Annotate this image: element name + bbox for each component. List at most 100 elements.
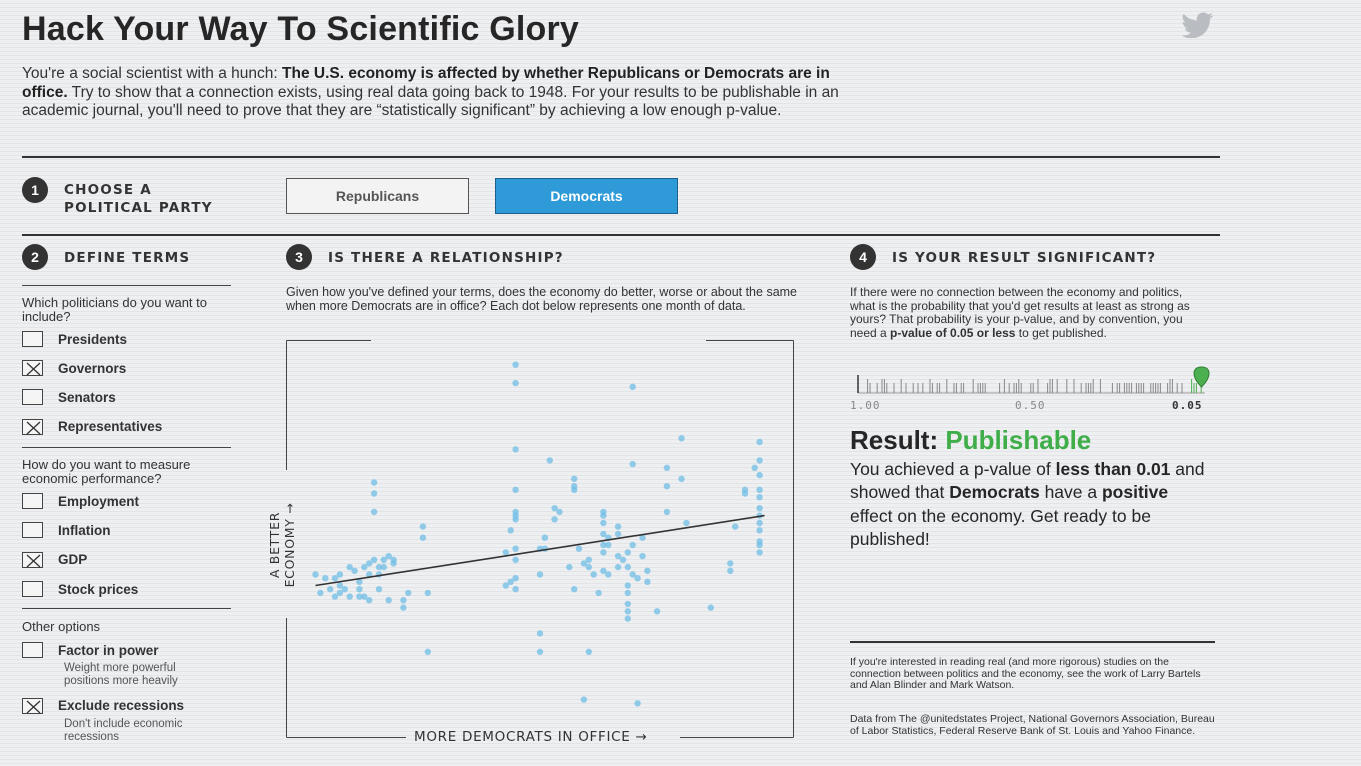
result-text-1: You achieved a p-value of [850,459,1056,479]
data-point [727,567,734,574]
data-point [595,589,602,597]
data-point [600,530,607,538]
data-point [663,483,671,490]
result-label: Result: [850,425,946,455]
data-point [575,545,583,552]
data-point [580,696,588,703]
senators-label: Senators [58,390,116,405]
data-point [756,527,763,534]
step3-number: 3 [286,244,312,270]
data-point [639,534,646,541]
data-point [600,567,607,574]
data-point [546,457,553,464]
data-point [756,486,763,493]
factor-in-power-checkbox[interactable] [22,642,43,658]
data-point [366,560,373,567]
data-point [351,567,358,574]
republicans-button[interactable]: Republicans [286,178,469,214]
employment-checkbox[interactable] [22,493,43,509]
data-point [424,648,431,655]
intro-hypothesis: The U.S. economy is affected by whether … [22,65,830,101]
step1-label-line1: Choose a [64,182,152,198]
twitter-icon[interactable] [1180,12,1214,39]
other-options-label: Other options [22,619,101,634]
data-point [707,604,714,611]
data-point [512,556,519,563]
data-point [653,608,661,615]
stock-prices-checkbox[interactable] [22,581,43,597]
data-point [634,575,641,582]
result-text-3: have a [1039,482,1102,503]
data-point [614,530,622,538]
data-point [727,560,734,567]
step3-label: Is there a relationship? [328,250,564,266]
pvalue-tick-1: 1.00 [850,399,881,412]
data-point [624,563,631,571]
inflation-checkbox[interactable] [22,522,43,538]
step4-desc-part1: If there were no connection between the … [850,285,1190,340]
data-point [644,567,651,574]
data-point [361,593,368,600]
data-point [629,541,636,549]
data-point [756,549,763,556]
data-point [571,475,578,482]
intro-text-part1: You're a social scientist with a hunch: [22,65,283,82]
representatives-label: Representatives [58,419,163,434]
check-x-icon [26,700,41,714]
data-point [756,457,763,464]
footnote-sources: Data from The @unitedstates Project, Nat… [850,713,1215,737]
data-point [751,464,758,471]
data-point [619,556,627,563]
data-point [600,519,607,527]
presidents-label: Presidents [58,332,128,347]
divider [850,641,1215,643]
gdp-checkbox[interactable] [22,552,43,568]
intro-text-part2: Try to show that a connection exists, us… [22,83,839,120]
data-point [317,589,324,597]
data-point [341,586,348,593]
data-point [507,527,514,534]
governors-label: Governors [58,361,127,376]
step4-description: If there were no connection between the … [850,285,1205,340]
result-heading: Result: Publishable [850,425,1091,456]
employment-label: Employment [58,494,140,509]
pvalue-marker-icon [1193,366,1210,388]
measure-question: How do you want to measure economic perf… [22,457,191,486]
data-point [336,589,344,597]
divider [22,156,1220,158]
data-point [366,571,373,578]
data-point [571,586,578,593]
divider [22,608,231,609]
data-point [512,361,519,368]
data-point [502,549,509,556]
data-point [683,519,690,527]
data-point [312,571,319,578]
data-point [644,578,651,585]
representatives-checkbox[interactable] [22,419,43,435]
exclude-recessions-checkbox[interactable] [22,698,43,714]
data-point [366,597,373,604]
politicians-question: Which politicians do you want to include… [22,295,207,324]
data-point [556,508,563,516]
democrats-button[interactable]: Democrats [495,178,678,214]
data-point [663,508,671,516]
step1-label-line2: political party [64,200,213,216]
data-point [370,508,378,516]
factor-in-power-note: Weight more powerful positions more heav… [64,662,178,687]
data-point [419,523,427,530]
data-point [614,523,622,530]
governors-checkbox[interactable] [22,360,43,376]
senators-checkbox[interactable] [22,389,43,405]
data-point [536,648,544,655]
data-point [600,512,607,519]
data-point [585,648,592,655]
data-point [380,563,387,571]
step3-description: Given how you've defined your terms, doe… [286,285,798,313]
pvalue-scale [850,362,1220,396]
data-point [512,516,519,523]
trend-line [315,514,765,587]
divider [22,234,1220,236]
data-point [678,475,685,482]
presidents-checkbox[interactable] [22,331,43,347]
data-point [370,490,378,497]
